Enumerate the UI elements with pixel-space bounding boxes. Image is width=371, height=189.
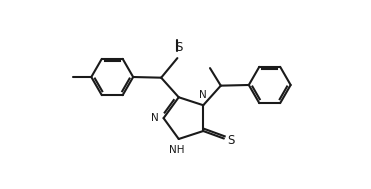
Text: N: N xyxy=(199,90,207,100)
Text: NH: NH xyxy=(169,145,185,155)
Text: S: S xyxy=(227,134,234,147)
Text: N: N xyxy=(151,113,159,123)
Text: S: S xyxy=(175,41,183,54)
